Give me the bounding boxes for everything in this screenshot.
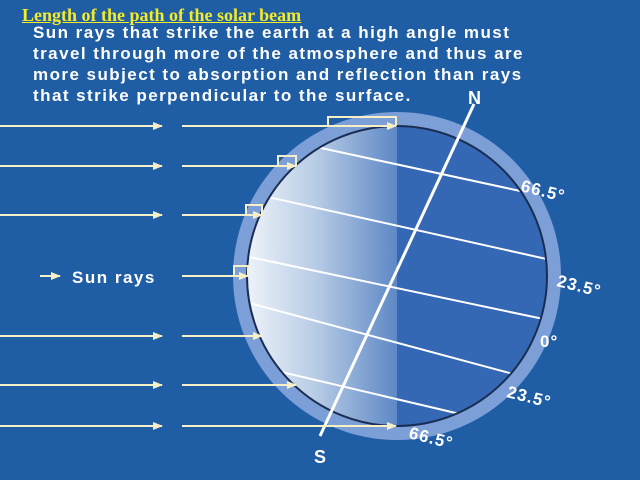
night-side <box>397 126 547 426</box>
latitude-label-n23: 23.5° <box>555 271 603 300</box>
diagram-title: Length of the path of the solar beam <box>22 5 302 25</box>
sun-rays <box>0 122 397 430</box>
latitude-line-equator <box>247 254 547 321</box>
diagram-description: Sun rays that strike the earth at a high… <box>33 23 524 105</box>
sun-rays-label: Sun rays <box>72 268 156 287</box>
latitude-label-s23: 23.5° <box>505 382 553 411</box>
latitude-line-s23 <box>247 299 529 379</box>
earth-axis <box>318 103 476 437</box>
bracket-equator <box>233 265 249 276</box>
bracket-n23 <box>277 155 297 166</box>
bracket-n66 <box>327 116 397 126</box>
north-pole-label: N <box>468 88 481 108</box>
latitude-line-s66 <box>255 365 461 415</box>
south-pole-label: S <box>314 447 326 467</box>
latitude-line-n23 <box>249 192 547 263</box>
path-brackets <box>233 116 397 276</box>
latitude-label-equator: 0° <box>540 332 558 351</box>
bracket-upper <box>245 204 263 215</box>
